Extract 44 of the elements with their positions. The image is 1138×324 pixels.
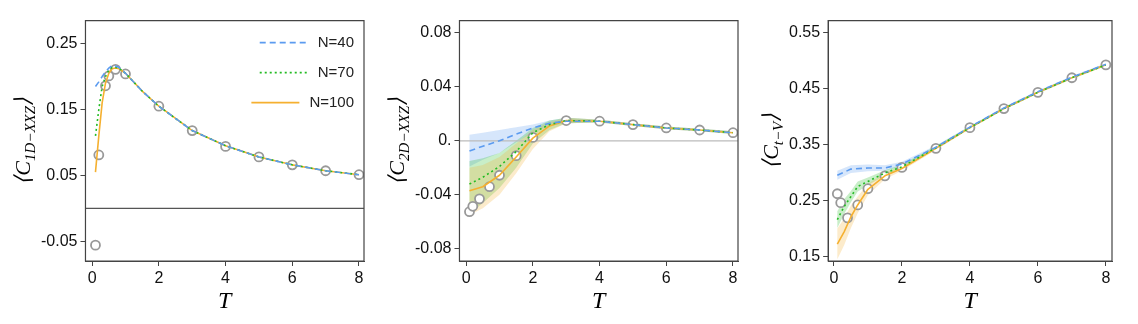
x-tick-label: 4 [965, 269, 975, 287]
y-axis-title: ⟨Ct−V⟩ [757, 112, 786, 169]
point [835, 197, 847, 209]
x-tick-label: 4 [595, 269, 605, 287]
x-tick-label: 2 [897, 269, 907, 287]
x-tick-label: 8 [728, 269, 738, 287]
y-tick-label: 0.45 [789, 78, 821, 96]
y-tick-label: 0.25 [789, 190, 821, 208]
x-tick-label: 0 [87, 269, 97, 287]
y-tick-label: -0.04 [415, 185, 452, 203]
point [474, 193, 485, 205]
x-tick-label: 2 [528, 269, 538, 287]
x-tick-label: 0 [829, 269, 839, 287]
x-tick-label: 6 [661, 269, 671, 287]
legend-label: N=100 [309, 92, 354, 110]
point [90, 239, 101, 251]
y-tick-label: 0.25 [46, 34, 78, 52]
y-axis-title: ⟨C2D−XXZ⟩ [383, 96, 412, 185]
y-tick-label: 0.35 [789, 134, 821, 152]
x-axis-title: T [218, 286, 234, 313]
x-tick-label: 8 [354, 269, 364, 287]
x-tick-label: 4 [221, 269, 231, 287]
y-tick-label: 0.15 [789, 246, 821, 264]
x-axis-title: T [963, 286, 979, 313]
y-tick-label: 0.04 [420, 77, 452, 95]
point [727, 127, 738, 139]
x-tick-label: 2 [154, 269, 164, 287]
x-tick-label: 0 [461, 269, 471, 287]
x-tick-label: 6 [287, 269, 297, 287]
legend-label: N=70 [317, 62, 354, 80]
point [831, 188, 843, 200]
y-tick-label: 0.15 [46, 99, 78, 117]
y-tick-label: 0. [438, 131, 452, 149]
y-tick-label: 0.08 [420, 23, 452, 41]
y-tick-label: -0.05 [41, 231, 78, 249]
y-tick-label: -0.08 [415, 239, 452, 257]
y-tick-label: 0.05 [46, 165, 78, 183]
legend-label: N=40 [317, 32, 354, 50]
point [467, 200, 479, 212]
x-axis-title: T [592, 286, 608, 313]
x-tick-label: 8 [1101, 269, 1111, 287]
x-tick-label: 6 [1033, 269, 1043, 287]
y-axis-title: ⟨C1D−XXZ⟩ [9, 96, 38, 185]
y-tick-label: 0.55 [789, 22, 821, 40]
